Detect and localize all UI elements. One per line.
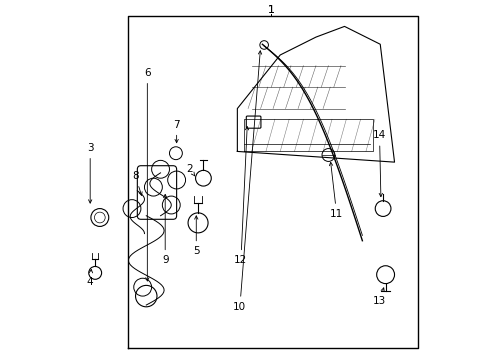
Text: 14: 14 bbox=[372, 130, 386, 140]
Text: 1: 1 bbox=[267, 5, 274, 15]
Text: 11: 11 bbox=[329, 209, 343, 219]
Text: 4: 4 bbox=[87, 277, 93, 287]
Text: 9: 9 bbox=[162, 255, 168, 265]
Text: 8: 8 bbox=[132, 171, 139, 181]
Text: 5: 5 bbox=[193, 247, 199, 256]
Text: 13: 13 bbox=[372, 296, 386, 306]
Text: 12: 12 bbox=[234, 255, 247, 265]
Text: 7: 7 bbox=[173, 120, 180, 130]
Text: 2: 2 bbox=[186, 164, 193, 174]
Text: 10: 10 bbox=[233, 302, 246, 312]
Text: 3: 3 bbox=[87, 143, 93, 153]
Text: 1: 1 bbox=[267, 5, 274, 15]
Text: 6: 6 bbox=[144, 68, 150, 78]
